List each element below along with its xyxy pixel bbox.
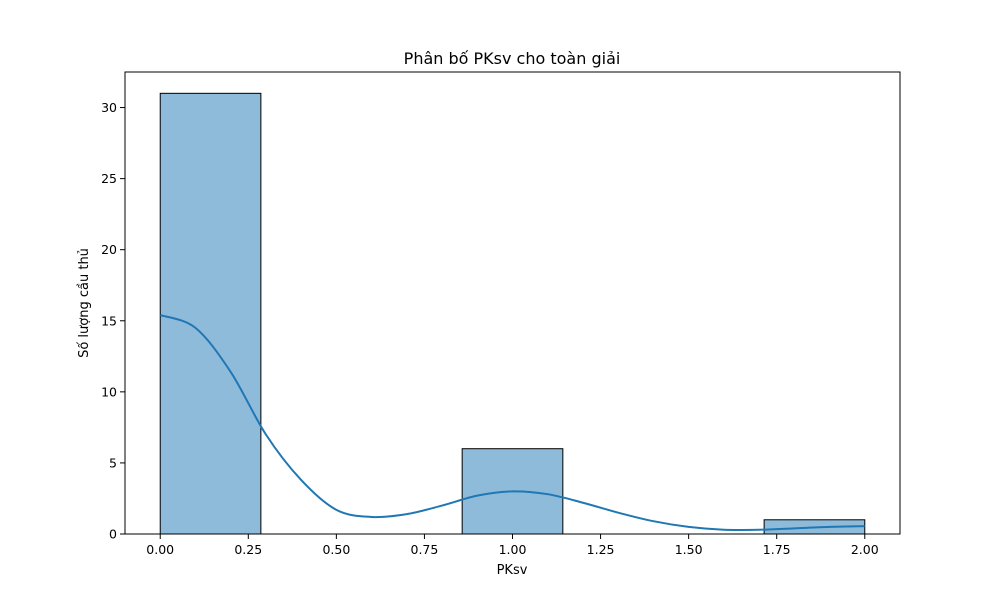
x-tick-label-3: 0.75 [411, 542, 439, 557]
x-tick-label-0: 0.00 [146, 542, 174, 557]
histogram-bar-0 [159, 92, 262, 535]
y-tick-label-2: 10 [101, 384, 117, 399]
x-axis-ticks: 0.00 0.25 0.50 0.75 1.00 1.25 1.50 1.75 2.00 [146, 534, 879, 557]
kde-curve [159, 314, 865, 532]
x-tick-label-4: 1.00 [499, 542, 527, 557]
y-tick-label-0: 0 [109, 527, 117, 542]
y-tick-label-3: 15 [101, 313, 117, 328]
x-tick-label-7: 1.75 [763, 542, 791, 557]
histogram-bars [159, 92, 866, 535]
chart-title: Phân bố PKsv cho toàn giải [404, 49, 621, 68]
x-tick-label-5: 1.25 [587, 542, 615, 557]
x-tick-label-2: 0.50 [322, 542, 350, 557]
x-axis-label: PKsv [497, 563, 528, 578]
y-tick-label-5: 25 [101, 171, 117, 186]
y-tick-label-1: 5 [109, 455, 117, 470]
x-tick-label-8: 2.00 [851, 542, 879, 557]
x-tick-label-1: 0.25 [234, 542, 262, 557]
y-axis-ticks: 0 5 10 15 20 25 30 [101, 100, 125, 542]
x-tick-label-6: 1.50 [675, 542, 703, 557]
y-axis-label: Số lượng cầu thủ [77, 248, 92, 358]
y-tick-label-6: 30 [101, 100, 117, 115]
y-tick-label-4: 20 [101, 242, 117, 257]
